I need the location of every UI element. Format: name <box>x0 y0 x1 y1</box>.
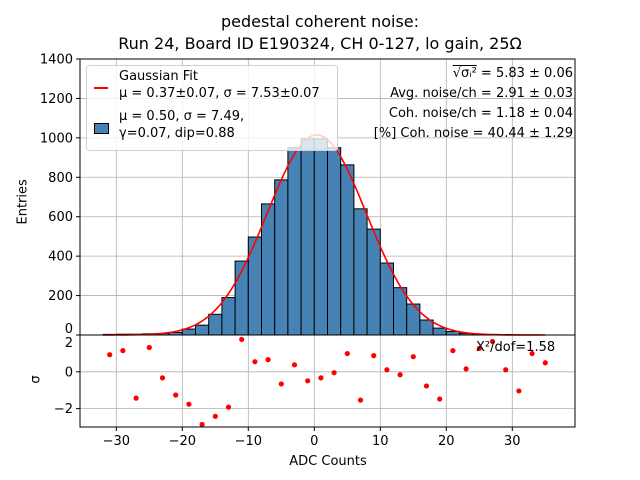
residual-point <box>318 375 324 381</box>
residual-y-tick-label: 2 <box>65 336 73 351</box>
stat-avg-noise: Avg. noise/ch = 2.91 ± 0.03 <box>390 86 573 101</box>
residual-point <box>410 354 416 360</box>
y-tick-label: 1200 <box>40 92 73 107</box>
residual-y-tick-label: −2 <box>54 402 73 417</box>
legend-hist-patch-icon <box>94 123 109 134</box>
legend-fit-params: μ = 0.37±0.07, σ = 7.53±0.07 <box>119 86 320 101</box>
histogram-bar <box>327 147 342 336</box>
histogram-bar <box>287 147 302 336</box>
histogram-bar <box>221 297 236 336</box>
histogram-bar <box>432 327 447 336</box>
histogram-bar <box>274 179 289 336</box>
x-axis-label: ADC Counts <box>289 454 367 469</box>
residual-point <box>542 360 548 366</box>
y-tick-label: 1000 <box>40 131 73 146</box>
y-axis-label-sigma: σ <box>28 375 44 384</box>
y-tick-label: 0 <box>65 322 73 337</box>
histogram-bars <box>102 138 540 336</box>
x-tick-label: 20 <box>438 434 455 449</box>
residual-point <box>278 381 284 387</box>
residual-point <box>463 366 469 372</box>
residual-y-ticks: −2 0 2 <box>54 334 80 417</box>
residual-point <box>371 353 377 359</box>
histogram-bar <box>340 164 355 336</box>
chart-title-line1: pedestal coherent noise: <box>220 12 420 31</box>
residual-point <box>291 362 298 368</box>
residual-axes-frame <box>79 334 576 428</box>
y-tick-label: 800 <box>48 171 73 186</box>
residual-x-ticks: −30 −20 −10 0 10 20 30 <box>103 427 521 449</box>
residual-point <box>107 352 113 358</box>
residual-point <box>239 336 245 343</box>
histogram-bar <box>195 324 210 336</box>
stat-sigma-i-value: = 5.83 ± 0.06 <box>476 66 573 81</box>
histogram-bar <box>313 138 328 336</box>
legend: Gaussian Fit μ = 0.37±0.07, σ = 7.53±0.0… <box>86 65 338 151</box>
legend-fit-label: Gaussian Fit <box>119 69 199 84</box>
legend-hist-label: μ = 0.50, σ = 7.49, <box>119 109 245 124</box>
y-tick-label: 1400 <box>40 53 73 68</box>
residual-point <box>212 413 218 419</box>
x-tick-label: 30 <box>504 434 521 449</box>
residual-y-tick-label: 0 <box>65 365 73 380</box>
x-tick-label: −30 <box>103 434 130 449</box>
histogram-bar <box>419 319 434 336</box>
chi2-annotation: X²/dof=1.58 <box>476 340 556 355</box>
residual-point <box>186 401 192 407</box>
residual-point <box>225 404 232 410</box>
y-tick-label: 200 <box>48 289 73 304</box>
histogram-y-ticks: 0 200 400 600 800 1000 1200 1400 <box>40 53 80 337</box>
stats-annotations: √σᵢ² = 5.83 ± 0.06 Avg. noise/ch = 2.91 … <box>374 64 573 144</box>
residual-point <box>423 383 430 389</box>
residual-point <box>305 378 311 384</box>
residual-point <box>516 388 522 394</box>
chart-title-line2: Run 24, Board ID E190324, CH 0-127, lo g… <box>118 34 522 53</box>
residual-point <box>331 370 337 376</box>
histogram-bar <box>208 313 223 336</box>
residual-point <box>344 350 350 357</box>
residual-point <box>146 344 152 351</box>
x-tick-label: −10 <box>235 434 262 449</box>
stat-coh-noise: Coh. noise/ch = 1.18 ± 0.04 <box>388 106 573 121</box>
histogram-bar <box>379 262 394 336</box>
residual-point <box>159 375 166 381</box>
stat-coh-noise-percent: [%] Coh. noise = 40.44 ± 1.29 <box>373 126 573 141</box>
x-tick-label: 0 <box>310 434 318 449</box>
y-tick-label: 600 <box>48 210 73 225</box>
histogram-bar <box>393 287 408 336</box>
residual-point <box>529 350 535 357</box>
residual-point <box>173 392 179 398</box>
residual-point <box>120 348 126 354</box>
stat-sigma-i: √σᵢ² = 5.83 ± 0.06 <box>374 64 573 84</box>
y-axis-label-entries: Entries <box>15 179 31 225</box>
residual-point <box>450 348 456 354</box>
residual-point <box>133 395 139 401</box>
residual-point <box>489 338 496 345</box>
residual-point <box>476 345 482 352</box>
legend-hist-params: γ=0.07, dip=0.88 <box>119 126 235 141</box>
x-tick-label: 10 <box>372 434 389 449</box>
y-tick-label: 400 <box>48 250 73 265</box>
residual-points <box>107 336 548 428</box>
residual-point <box>265 357 271 363</box>
x-tick-label: −20 <box>169 434 196 449</box>
residual-point <box>357 397 364 403</box>
histogram-bar <box>300 138 315 336</box>
residual-point <box>252 359 258 365</box>
histogram-bar <box>353 208 368 336</box>
histogram-bar <box>366 228 381 336</box>
residual-point <box>397 372 403 378</box>
residual-point <box>384 367 390 373</box>
residual-point <box>437 396 443 402</box>
legend-fit-line-icon <box>94 87 108 89</box>
stat-sigma-i-symbol: √σᵢ² <box>452 66 477 81</box>
residual-point <box>503 367 509 373</box>
residual-point <box>199 421 205 428</box>
